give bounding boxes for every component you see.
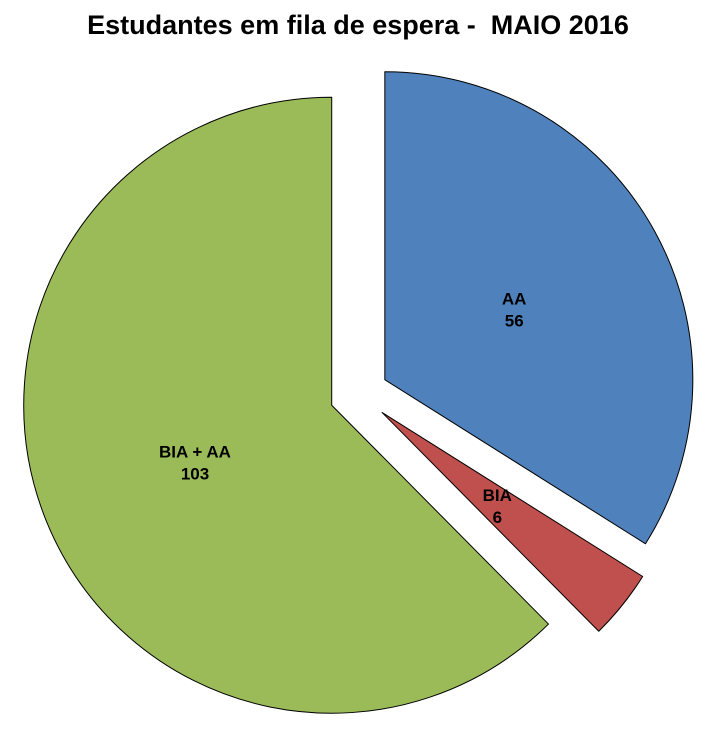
pie-slice-bia-aa[interactable] [23,96,549,714]
chart-title: Estudantes em fila de espera - MAIO 2016 [87,10,629,40]
slice-label-name-bia-aa: BIA + AA [159,443,231,462]
slice-label-name-aa: AA [502,289,527,308]
pie-slice-bia[interactable] [381,411,644,632]
pie-slice-aa[interactable] [384,71,694,545]
slice-label-value-aa: 56 [505,311,524,330]
slice-label-value-bia: 6 [493,508,502,527]
slice-label-name-bia: BIA [483,486,512,505]
slice-label-value-bia-aa: 103 [181,465,209,484]
